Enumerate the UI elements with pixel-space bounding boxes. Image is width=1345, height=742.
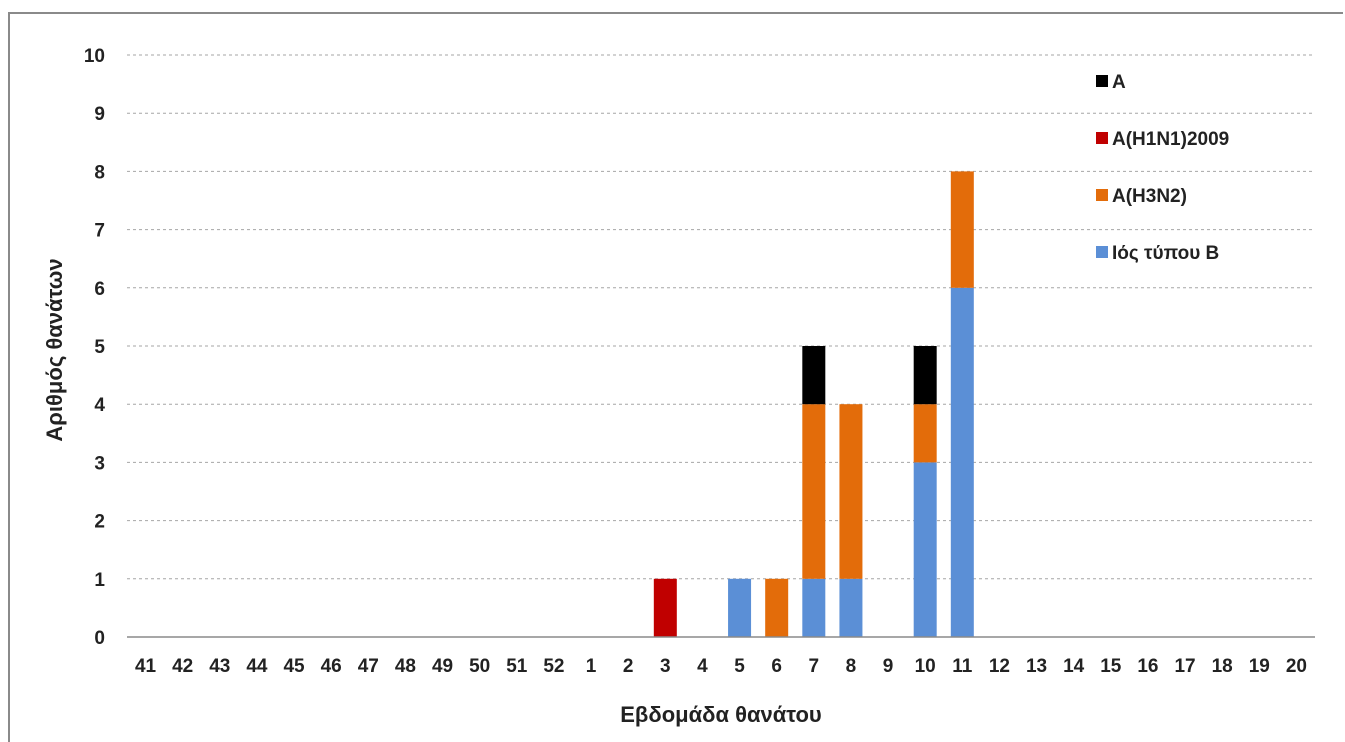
x-tick-label: 19 bbox=[1249, 656, 1270, 677]
x-tick-label: 10 bbox=[915, 656, 936, 677]
bar-segment bbox=[728, 578, 752, 637]
x-tick-label: 49 bbox=[432, 656, 453, 677]
x-tick-label: 42 bbox=[172, 656, 193, 677]
bar-segment bbox=[913, 346, 937, 405]
legend: Α Α(Η1Ν1)2009 Α(Η3Ν2) Ιός τύπου Β bbox=[1096, 72, 1229, 264]
bar-segment bbox=[950, 171, 974, 288]
y-axis-title: Αριθμός θανάτων bbox=[42, 258, 67, 441]
x-tick-label: 7 bbox=[809, 656, 820, 677]
bars bbox=[653, 171, 974, 637]
x-tick-label: 8 bbox=[846, 656, 857, 677]
x-tick-label: 17 bbox=[1174, 656, 1195, 677]
y-tick-label: 6 bbox=[94, 279, 105, 300]
x-tick-label: 6 bbox=[771, 656, 782, 677]
legend-label: Α bbox=[1112, 72, 1126, 93]
x-tick-label: 47 bbox=[358, 656, 379, 677]
y-tick-labels: 0 1 2 3 4 5 6 7 8 9 10 bbox=[84, 46, 106, 649]
x-tick-label: 52 bbox=[543, 656, 564, 677]
bar-segment bbox=[653, 578, 677, 637]
legend-swatch bbox=[1096, 75, 1108, 87]
x-tick-label: 45 bbox=[283, 656, 305, 677]
y-tick-label: 0 bbox=[94, 628, 105, 649]
x-tick-label: 12 bbox=[989, 656, 1010, 677]
y-tick-label: 5 bbox=[94, 337, 105, 358]
x-tick-label: 14 bbox=[1063, 656, 1085, 677]
bar-segment bbox=[802, 346, 826, 405]
bar-segment bbox=[950, 287, 974, 637]
x-tick-label: 20 bbox=[1286, 656, 1307, 677]
x-tick-label: 4 bbox=[697, 656, 708, 677]
legend-swatch bbox=[1096, 246, 1108, 258]
bar-segment bbox=[913, 404, 937, 463]
x-tick-label: 46 bbox=[321, 656, 342, 677]
bar-segment bbox=[913, 462, 937, 637]
x-tick-label: 44 bbox=[246, 656, 268, 677]
x-tick-label: 41 bbox=[135, 656, 157, 677]
x-tick-label: 2 bbox=[623, 656, 634, 677]
x-tick-label: 18 bbox=[1212, 656, 1233, 677]
x-tick-label: 13 bbox=[1026, 656, 1047, 677]
gridlines bbox=[127, 54, 1315, 580]
chart-frame bbox=[8, 12, 1343, 742]
x-tick-label: 9 bbox=[883, 656, 894, 677]
y-tick-label: 7 bbox=[94, 221, 105, 242]
x-tick-label: 48 bbox=[395, 656, 416, 677]
y-tick-label: 2 bbox=[94, 512, 105, 533]
x-tick-label: 15 bbox=[1100, 656, 1122, 677]
y-tick-label: 3 bbox=[94, 453, 105, 474]
legend-label: Α(Η1Ν1)2009 bbox=[1112, 129, 1229, 150]
x-tick-label: 11 bbox=[952, 656, 973, 677]
x-tick-label: 43 bbox=[209, 656, 230, 677]
legend-swatch bbox=[1096, 132, 1108, 144]
bar-segment bbox=[839, 404, 863, 579]
x-tick-label: 51 bbox=[506, 656, 528, 677]
x-tick-labels: 41 42 43 44 45 46 47 48 49 50 51 52 1 2 3 4 5 6 7 8 9 10 11 12 1… bbox=[135, 656, 1307, 677]
x-tick-label: 3 bbox=[660, 656, 671, 677]
bar-segment bbox=[802, 578, 826, 637]
y-tick-label: 10 bbox=[84, 46, 105, 67]
legend-swatch bbox=[1096, 189, 1108, 201]
x-tick-label: 16 bbox=[1137, 656, 1158, 677]
x-tick-label: 50 bbox=[469, 656, 490, 677]
x-tick-label: 1 bbox=[586, 656, 597, 677]
legend-label: Ιός τύπου Β bbox=[1112, 243, 1219, 264]
y-tick-label: 8 bbox=[94, 162, 105, 183]
x-axis-title: Εβδομάδα θανάτου bbox=[620, 702, 821, 727]
bar-segment bbox=[765, 578, 789, 637]
y-tick-label: 1 bbox=[94, 570, 105, 591]
x-tick-label: 5 bbox=[734, 656, 745, 677]
y-tick-label: 4 bbox=[94, 395, 105, 416]
y-tick-label: 9 bbox=[94, 104, 105, 125]
bar-segment bbox=[839, 578, 863, 637]
legend-label: Α(Η3Ν2) bbox=[1112, 186, 1187, 207]
bar-segment bbox=[802, 404, 826, 579]
